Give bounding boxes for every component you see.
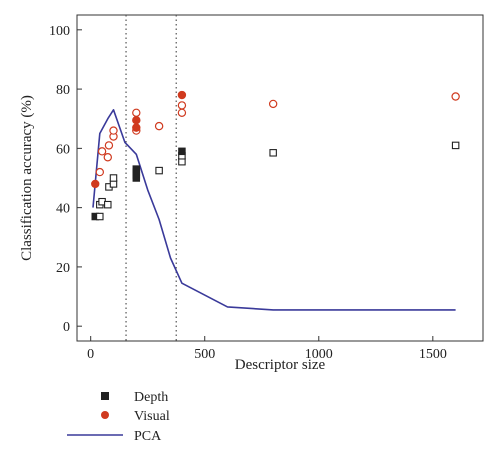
visual-point	[97, 147, 107, 156]
visual-point	[177, 108, 187, 118]
legend: Depth Visual PCA	[67, 390, 170, 444]
x-tick-label: 0	[87, 347, 94, 362]
visual-point	[451, 92, 460, 101]
y-tick-label: 60	[56, 142, 70, 157]
legend-depth-label: Depth	[134, 390, 168, 405]
x-tick-label: 1500	[419, 347, 447, 362]
y-tick-label: 0	[63, 320, 70, 335]
x-tick-label: 1000	[305, 347, 333, 362]
visual-point	[177, 101, 187, 110]
visual-point	[104, 141, 114, 150]
visual-point	[132, 116, 141, 125]
plot-frame	[76, 14, 484, 342]
visual-point	[268, 99, 278, 109]
legend-pca-label: PCA	[134, 429, 162, 444]
marker-series	[91, 90, 460, 221]
depth-point	[96, 212, 104, 221]
visual-point	[132, 108, 141, 118]
depth-point	[451, 141, 460, 150]
y-tick-label: 80	[56, 83, 70, 98]
x-axis-label: Descriptor size	[235, 357, 326, 373]
y-tick-label: 40	[56, 202, 70, 217]
reference-lines	[125, 15, 177, 341]
y-axis-ticks: 0 20 40 60 80 100	[49, 24, 82, 335]
depth-point	[269, 149, 277, 157]
visual-point	[109, 126, 118, 135]
visual-point	[91, 179, 100, 189]
depth-point	[155, 166, 163, 175]
visual-point	[154, 121, 164, 131]
legend-visual-label: Visual	[134, 409, 170, 424]
y-axis-label: Classification accuracy (%)	[19, 95, 35, 261]
visual-point	[103, 153, 112, 162]
depth-point	[178, 147, 186, 156]
y-tick-label: 100	[49, 24, 70, 39]
pca-series	[92, 109, 456, 311]
visual-point	[177, 90, 187, 100]
x-tick-label: 500	[194, 347, 215, 362]
depth-point	[132, 165, 141, 173]
y-tick-label: 20	[56, 261, 70, 276]
depth-point	[104, 200, 112, 209]
x-axis-ticks: 0 500 1000 1500	[87, 336, 447, 362]
legend-depth-marker	[101, 392, 109, 400]
visual-point	[95, 167, 105, 177]
depth-point	[109, 174, 118, 182]
visual-point	[132, 123, 141, 132]
legend-visual-marker	[101, 411, 109, 419]
pca-line	[92, 109, 456, 311]
